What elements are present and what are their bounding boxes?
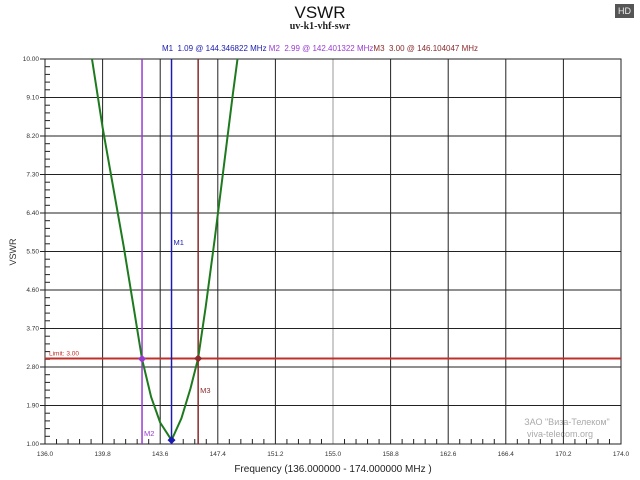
x-tick-label: 166.4 bbox=[498, 451, 515, 458]
x-tick-label: 143.6 bbox=[152, 451, 169, 458]
y-tick-label: 10.00 bbox=[23, 56, 40, 63]
y-tick-label: 9.10 bbox=[26, 95, 39, 102]
y-tick-label: 1.00 bbox=[26, 441, 39, 448]
y-tick-label: 5.50 bbox=[26, 249, 39, 256]
y-tick-label: 6.40 bbox=[26, 210, 39, 217]
y-tick-label: 8.20 bbox=[26, 133, 39, 140]
y-tick-label: 1.90 bbox=[26, 403, 39, 410]
hd-badge[interactable]: HD bbox=[615, 4, 634, 18]
marker-readout: M1 1.09 @ 144.346822 MHz M2 2.99 @ 142.4… bbox=[0, 44, 640, 53]
x-tick-label: 136.0 bbox=[37, 451, 54, 458]
x-tick-label: 174.0 bbox=[613, 451, 630, 458]
x-tick-label: 162.6 bbox=[440, 451, 457, 458]
x-tick-label: 170.2 bbox=[555, 451, 572, 458]
x-tick-label: 151.2 bbox=[267, 451, 284, 458]
y-tick-label: 4.60 bbox=[26, 287, 39, 294]
x-tick-label: 155.0 bbox=[325, 451, 342, 458]
marker-readout-m3: M3 3.00 @ 146.104047 MHz bbox=[373, 44, 479, 53]
marker-label-m2: M2 bbox=[144, 429, 154, 438]
x-tick-label: 139.8 bbox=[94, 451, 111, 458]
x-tick-label: 158.8 bbox=[382, 451, 399, 458]
marker-readout-m2: M2 2.99 @ 142.401322 MHz bbox=[266, 44, 374, 53]
chart-subtitle: uv-k1-vhf-swr bbox=[289, 21, 351, 32]
watermark-line2: viva-telecom.org bbox=[527, 429, 593, 439]
y-tick-label: 2.80 bbox=[26, 364, 39, 371]
vswr-series-line bbox=[91, 58, 239, 442]
plot-border bbox=[44, 58, 622, 445]
y-tick-label: 3.70 bbox=[26, 326, 39, 333]
marker-label-m3: M3 bbox=[200, 386, 210, 395]
chart-title: VSWR bbox=[294, 3, 346, 22]
marker-readout-m1: M1 1.09 @ 144.346822 MHz bbox=[161, 44, 267, 53]
limit-label: Limit: 3.00 bbox=[49, 350, 79, 357]
y-tick-label: 7.30 bbox=[26, 172, 39, 179]
x-tick-label: 147.4 bbox=[210, 451, 227, 458]
watermark-line1: ЗАО "Виза-Телеком" bbox=[524, 417, 609, 427]
marker-point-m2 bbox=[138, 354, 147, 363]
x-axis-label: Frequency (136.000000 - 174.000000 MHz ) bbox=[234, 464, 431, 475]
marker-point-m1 bbox=[167, 436, 176, 445]
marker-point-m3 bbox=[194, 354, 203, 363]
y-axis-label: VSWR bbox=[8, 238, 18, 266]
marker-label-m1: M1 bbox=[174, 238, 184, 247]
